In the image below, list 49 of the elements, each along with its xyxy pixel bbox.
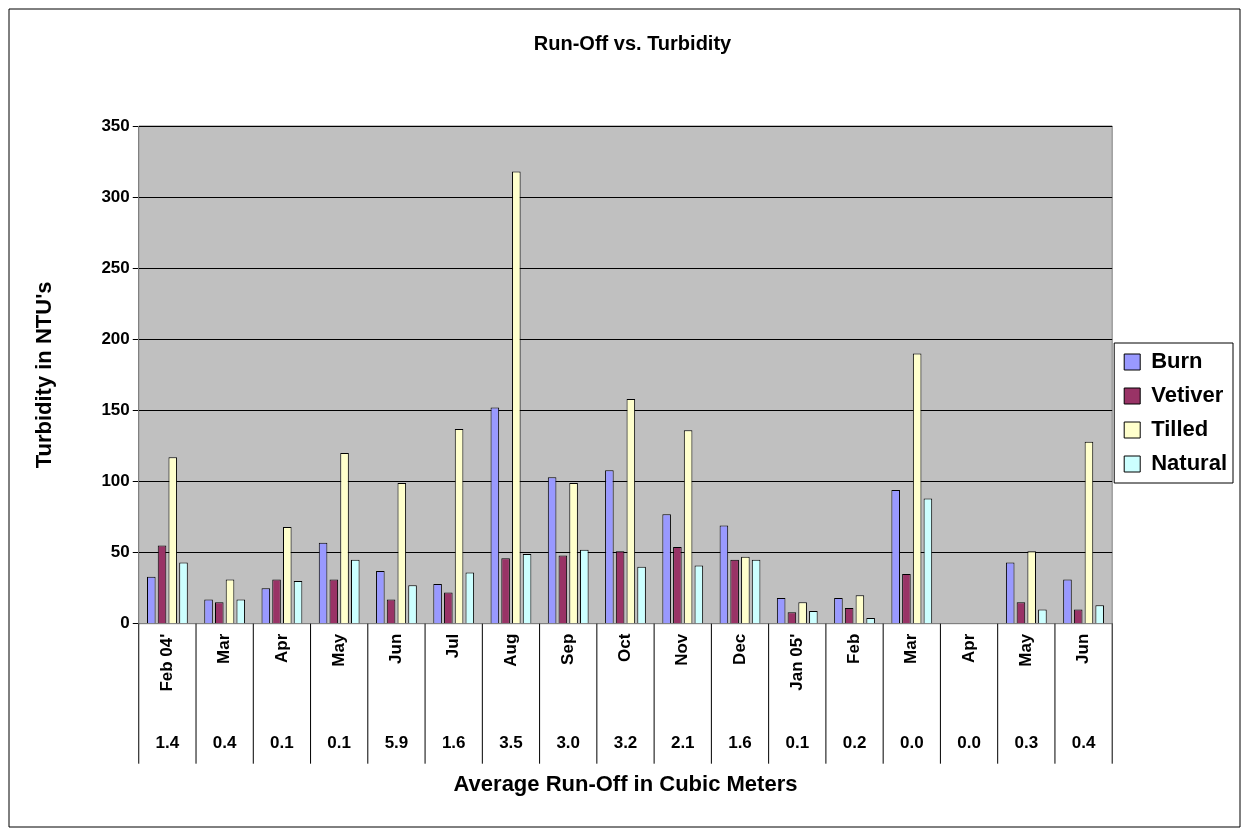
text: 0.2	[842, 733, 867, 753]
text: 3.5	[499, 733, 523, 753]
x-tick-label: Jul	[443, 633, 463, 659]
x-tick-label: Nov	[672, 633, 692, 666]
x-tick-label: Feb 04'	[157, 633, 177, 692]
text: 1.6	[441, 733, 466, 753]
y-tick-label: 0	[120, 613, 130, 633]
x-tick-label: Feb	[844, 633, 864, 664]
text: 0.3	[1014, 733, 1039, 753]
y-tick-label: 50	[110, 542, 130, 562]
text: 0.4	[212, 733, 238, 753]
text: 1.4	[155, 733, 180, 753]
y-tick-label: 100	[101, 471, 130, 491]
y-tick-label: 150	[101, 400, 130, 420]
x-tick-label: Mar	[901, 633, 921, 664]
text: 0.0	[899, 733, 924, 753]
x-tick-label: Jun	[386, 633, 406, 664]
text: 3.2	[613, 733, 638, 753]
legend-label: Tilled	[1151, 416, 1209, 442]
text: 2.1	[670, 733, 695, 753]
x-tick-label: May	[1016, 633, 1035, 667]
text: 0.1	[270, 733, 294, 753]
x-tick-label: Jun	[1073, 633, 1093, 664]
legend-label: Vetiver	[1151, 382, 1224, 408]
y-axis-title: Turbidity in NTU's	[31, 281, 57, 469]
text: 0.1	[785, 733, 810, 753]
legend-label: Burn	[1151, 348, 1203, 374]
text: 0.0	[957, 733, 981, 753]
text: 5.9	[384, 733, 409, 753]
x-tick-label: Mar	[214, 633, 234, 664]
legend-label: Natural	[1151, 450, 1227, 476]
chart-title: Run-Off vs. Turbidity	[533, 31, 733, 54]
text: 0.4	[1071, 733, 1096, 753]
x-tick-label: Aug	[500, 633, 520, 667]
x-tick-label: Sep	[557, 633, 577, 665]
x-tick-label: Apr	[271, 633, 291, 663]
x-tick-label: May	[328, 633, 348, 667]
x-tick-label: Jan 05'	[786, 633, 806, 691]
x-tick-label: Apr	[958, 633, 978, 663]
text: 0.1	[327, 733, 351, 753]
y-tick-label: 300	[101, 186, 130, 206]
text: 1.6	[728, 733, 752, 753]
text: 3.0	[556, 733, 581, 753]
y-tick-label: 200	[101, 328, 130, 348]
x-tick-label: Dec	[729, 633, 749, 665]
y-tick-label: 250	[101, 257, 130, 277]
x-axis-title: Average Run-Off in Cubic Meters	[453, 770, 798, 796]
y-tick-label: 350	[101, 115, 130, 135]
x-tick-label: Oct	[615, 633, 635, 663]
